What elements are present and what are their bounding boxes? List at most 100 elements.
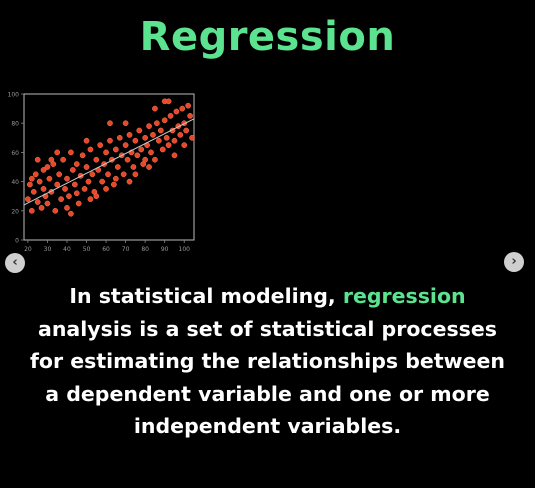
data-point-99 xyxy=(142,156,148,163)
data-point-90 xyxy=(112,175,119,182)
x-tick-label-1: 30 xyxy=(44,246,52,253)
description-text: In statistical modeling, regression anal… xyxy=(30,280,505,443)
scatter-plot-svg: 0 20 40 60 80 100 20 30 40 50 60 70 80 90 100 xyxy=(8,92,195,253)
data-point-33 xyxy=(87,146,94,153)
data-point-69 xyxy=(157,127,164,134)
data-point-57 xyxy=(134,152,141,159)
data-point-17 xyxy=(56,171,63,178)
data-point-11 xyxy=(44,200,51,207)
y-tick-label-5: 100 xyxy=(8,92,20,99)
data-point-50 xyxy=(120,171,127,178)
data-point-43 xyxy=(107,137,113,144)
data-point-88 xyxy=(73,190,80,197)
x-tick-label-6: 80 xyxy=(141,246,149,253)
data-point-68 xyxy=(155,137,162,144)
data-point-9 xyxy=(40,167,47,173)
data-point-15 xyxy=(52,207,59,214)
data-point-71 xyxy=(161,117,168,124)
data-point-0 xyxy=(25,196,31,202)
data-point-18 xyxy=(58,196,64,202)
data-point-93 xyxy=(171,152,178,159)
data-point-12 xyxy=(46,175,53,182)
y-tick-label-3: 60 xyxy=(11,150,19,157)
data-point-34 xyxy=(89,171,96,178)
data-point-36 xyxy=(93,156,100,163)
description-after: analysis is a set of statistical process… xyxy=(30,316,505,439)
data-point-66 xyxy=(152,156,158,163)
data-point-98 xyxy=(122,120,129,127)
data-point-5 xyxy=(34,199,41,205)
data-point-23 xyxy=(68,149,74,156)
data-point-84 xyxy=(187,113,193,119)
data-point-53 xyxy=(126,132,133,138)
data-point-59 xyxy=(138,146,145,153)
data-point-39 xyxy=(99,178,106,185)
data-point-38 xyxy=(97,142,104,148)
data-point-51 xyxy=(122,142,129,148)
data-point-29 xyxy=(79,152,86,159)
data-point-32 xyxy=(85,178,92,185)
description-before: In statistical modeling, xyxy=(69,284,343,308)
data-point-82 xyxy=(183,127,190,134)
x-tick-label-4: 60 xyxy=(102,246,110,253)
data-point-58 xyxy=(136,127,143,134)
data-point-6 xyxy=(36,178,43,185)
data-point-61 xyxy=(142,134,148,141)
regression-line xyxy=(23,118,195,206)
data-point-89 xyxy=(93,193,100,200)
y-tick-label-2: 40 xyxy=(11,179,19,186)
data-point-85 xyxy=(189,134,195,141)
x-tick-label-7: 90 xyxy=(161,246,169,253)
data-point-55 xyxy=(130,164,137,170)
data-point-107 xyxy=(126,178,133,185)
data-point-94 xyxy=(44,164,51,170)
data-point-109 xyxy=(165,98,172,105)
scatter-chart: 0 20 40 60 80 100 20 30 40 50 60 70 80 90 100 xyxy=(4,90,200,262)
data-point-42 xyxy=(105,171,111,178)
data-point-24 xyxy=(70,167,76,173)
data-point-16 xyxy=(54,181,61,188)
data-point-76 xyxy=(171,137,178,144)
x-tick-label-3: 50 xyxy=(83,246,91,253)
data-point-20 xyxy=(62,186,68,192)
x-tick-label-5: 70 xyxy=(122,246,130,253)
data-point-31 xyxy=(83,164,90,170)
data-point-101 xyxy=(181,142,188,148)
data-point-45 xyxy=(111,181,117,188)
data-point-25 xyxy=(71,181,78,188)
data-point-8 xyxy=(40,186,47,192)
chevron-left-icon: ‹ xyxy=(12,255,18,270)
chevron-right-icon: › xyxy=(511,254,517,269)
data-point-102 xyxy=(28,175,35,182)
data-point-74 xyxy=(167,113,174,119)
data-point-46 xyxy=(112,146,119,153)
data-point-7 xyxy=(38,205,45,211)
x-tick-label-8: 100 xyxy=(179,246,191,253)
data-point-30 xyxy=(81,186,88,192)
data-point-47 xyxy=(114,164,121,170)
data-point-4 xyxy=(32,171,39,178)
data-point-56 xyxy=(132,137,139,144)
data-point-97 xyxy=(103,186,109,192)
data-point-106 xyxy=(107,120,113,127)
data-point-104 xyxy=(68,210,74,217)
data-point-22 xyxy=(66,193,72,200)
data-point-83 xyxy=(185,102,191,109)
data-point-86 xyxy=(34,156,41,163)
data-point-103 xyxy=(48,156,55,163)
title-text: Regression xyxy=(139,14,396,60)
data-point-77 xyxy=(173,108,180,115)
data-point-96 xyxy=(83,137,90,144)
data-point-52 xyxy=(124,156,131,163)
carousel-next-button[interactable]: › xyxy=(504,252,524,272)
data-point-79 xyxy=(177,132,184,138)
carousel-prev-button[interactable]: ‹ xyxy=(5,253,25,273)
page-title: Regression xyxy=(0,14,535,60)
data-point-87 xyxy=(54,149,61,156)
description-highlight: regression xyxy=(342,284,466,308)
data-point-1 xyxy=(27,181,33,188)
data-point-67 xyxy=(154,120,160,127)
data-point-72 xyxy=(163,134,170,141)
x-tick-label-2: 40 xyxy=(63,246,71,253)
data-point-2 xyxy=(28,207,35,214)
